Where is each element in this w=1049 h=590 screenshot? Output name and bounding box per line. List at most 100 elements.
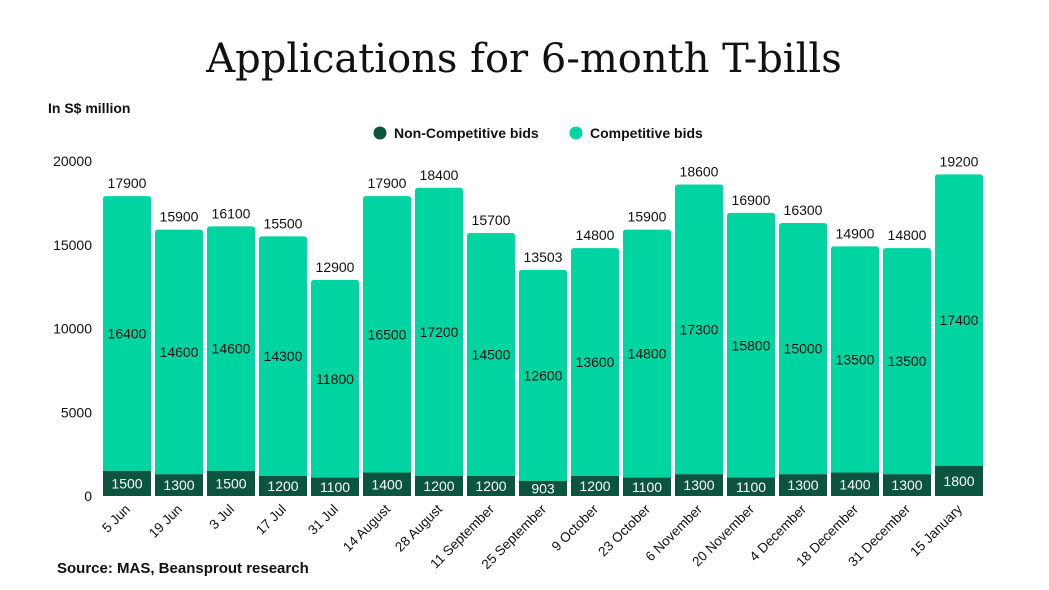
- label-total: 13503: [524, 249, 563, 265]
- bar-competitive: [103, 196, 151, 471]
- bar-competitive: [831, 246, 879, 473]
- label-non-competitive: 1200: [267, 478, 298, 494]
- label-non-competitive: 1300: [787, 477, 818, 493]
- bar-group: 1200 14500 15700: [467, 212, 515, 496]
- label-total: 15500: [264, 215, 303, 231]
- x-tick-label: 19 Jun: [146, 502, 185, 541]
- label-non-competitive: 1800: [943, 473, 974, 489]
- label-total: 18400: [420, 167, 459, 183]
- label-competitive: 16500: [368, 326, 407, 342]
- x-tick-label: 5 Jun: [99, 502, 133, 536]
- label-total: 17900: [368, 175, 407, 191]
- source-note: Source: MAS, Beansprout research: [57, 560, 309, 577]
- label-competitive: 14300: [264, 348, 303, 364]
- bar-non-competitive: [519, 480, 567, 496]
- bar-competitive: [623, 229, 671, 478]
- label-non-competitive: 1400: [839, 476, 870, 492]
- label-non-competitive: 1500: [215, 475, 246, 491]
- label-non-competitive: 1100: [736, 479, 766, 495]
- label-total: 15900: [160, 209, 199, 225]
- bar-group: 1300 15000 16300: [779, 202, 827, 496]
- x-tick-label: 31 Jul: [305, 502, 341, 538]
- bar-group: 1100 15800 16900: [727, 192, 775, 496]
- bar-competitive: [363, 196, 411, 473]
- bar-group: 1100 14800 15900: [623, 209, 671, 496]
- label-total: 18600: [680, 163, 719, 179]
- bar-non-competitive: [675, 474, 723, 496]
- bar-competitive: [259, 236, 307, 476]
- bar-group: 1500 14600 16100: [207, 205, 255, 496]
- label-competitive: 17200: [420, 324, 459, 340]
- label-competitive: 17300: [680, 321, 719, 337]
- label-non-competitive: 1200: [423, 478, 454, 494]
- x-tick-label: 28 August: [392, 501, 445, 554]
- label-competitive: 12600: [524, 367, 563, 383]
- bar-non-competitive: [311, 477, 359, 496]
- label-total: 17900: [108, 175, 147, 191]
- bar-group: 1200 13600 14800: [571, 227, 619, 496]
- bar-non-competitive: [415, 475, 463, 496]
- bar-competitive: [311, 279, 359, 478]
- y-axis: 0 5000 10000 15000 20000: [53, 153, 92, 504]
- label-competitive: 17400: [940, 312, 979, 328]
- legend-swatch: [373, 126, 387, 140]
- label-non-competitive: 1300: [891, 477, 922, 493]
- x-tick-label: 15 January: [907, 501, 965, 559]
- bar-non-competitive: [727, 477, 775, 496]
- label-non-competitive: 1200: [475, 478, 506, 494]
- bar-competitive: [935, 174, 983, 466]
- label-competitive: 13500: [888, 353, 927, 369]
- label-competitive: 11800: [316, 371, 354, 387]
- bar-competitive: [467, 233, 515, 476]
- legend-label: Non-Competitive bids: [394, 125, 539, 141]
- label-non-competitive: 1100: [632, 479, 662, 495]
- bar-group: 1200 17200 18400: [415, 167, 463, 496]
- bar-competitive: [519, 269, 567, 481]
- bar-group: 1400 13500 14900: [831, 225, 879, 496]
- bar-group: 1300 14600 15900: [155, 209, 203, 496]
- bar-non-competitive: [207, 470, 255, 496]
- label-non-competitive: 1500: [111, 475, 142, 491]
- label-total: 14800: [888, 227, 927, 243]
- bar-competitive: [207, 226, 255, 471]
- y-tick-label: 15000: [53, 237, 92, 253]
- legend-label: Competitive bids: [590, 125, 703, 141]
- bar-group: 903 12600 13503: [519, 249, 567, 496]
- bar-group: 1500 16400 17900: [103, 175, 151, 496]
- label-competitive: 14600: [160, 344, 199, 360]
- label-competitive: 14800: [628, 346, 667, 362]
- bar-non-competitive: [779, 474, 827, 496]
- bar-non-competitive: [103, 470, 151, 496]
- x-tick-label: 9 October: [549, 501, 602, 554]
- label-non-competitive: 1300: [163, 477, 194, 493]
- bar-competitive: [727, 212, 775, 478]
- bar-non-competitive: [467, 475, 515, 496]
- label-competitive: 13500: [836, 351, 875, 367]
- x-tick-label: 14 August: [340, 501, 393, 554]
- bar-group: 1200 14300 15500: [259, 215, 307, 496]
- label-competitive: 16400: [108, 326, 147, 342]
- bar-non-competitive: [623, 477, 671, 496]
- chart-title: Applications for 6-month T-bills: [205, 36, 841, 82]
- y-axis-label: In S$ million: [48, 100, 130, 116]
- bar-competitive: [571, 248, 619, 476]
- bar-group: 1100 11800 12900: [311, 259, 359, 496]
- bar-competitive: [155, 229, 203, 475]
- label-competitive: 14500: [472, 346, 511, 362]
- bar-non-competitive: [935, 465, 983, 496]
- label-competitive: 13600: [576, 354, 615, 370]
- label-non-competitive: 1200: [579, 478, 610, 494]
- bar-non-competitive: [571, 475, 619, 496]
- label-total: 16900: [732, 192, 771, 208]
- label-total: 16100: [212, 205, 251, 221]
- bar-non-competitive: [259, 475, 307, 496]
- label-non-competitive: 1100: [320, 479, 350, 495]
- bar-non-competitive: [155, 474, 203, 496]
- bar-group: 1300 17300 18600: [675, 163, 723, 496]
- label-non-competitive: 1300: [683, 477, 714, 493]
- y-tick-label: 10000: [53, 321, 92, 337]
- label-competitive: 15000: [784, 341, 823, 357]
- bar-competitive: [415, 187, 463, 476]
